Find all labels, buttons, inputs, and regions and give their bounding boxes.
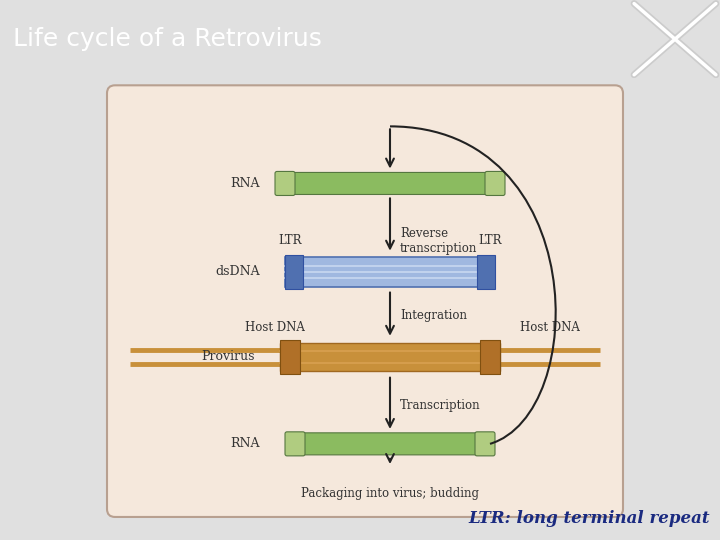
Bar (480, 340, 500, 374)
Text: Provirus: Provirus (202, 350, 255, 363)
Text: RNA: RNA (230, 177, 260, 190)
Bar (280, 340, 300, 374)
Text: Host DNA: Host DNA (245, 321, 305, 334)
Text: Host DNA: Host DNA (520, 321, 580, 334)
Bar (280, 343, 500, 371)
FancyBboxPatch shape (293, 433, 487, 455)
Text: Reverse
transcription: Reverse transcription (400, 226, 477, 254)
Text: dsDNA: dsDNA (215, 265, 260, 278)
FancyBboxPatch shape (107, 85, 623, 517)
FancyBboxPatch shape (285, 432, 305, 456)
Bar (285, 254, 303, 288)
Bar (285, 256, 495, 287)
FancyBboxPatch shape (283, 172, 497, 194)
FancyBboxPatch shape (275, 171, 295, 195)
FancyBboxPatch shape (485, 171, 505, 195)
Bar (477, 254, 495, 288)
Text: Transcription: Transcription (400, 399, 481, 412)
Text: Packaging into virus; budding: Packaging into virus; budding (301, 487, 479, 500)
FancyBboxPatch shape (475, 432, 495, 456)
Text: LTR: LTR (278, 234, 302, 247)
Text: Life cycle of a Retrovirus: Life cycle of a Retrovirus (13, 27, 322, 51)
Text: LTR: long terminal repeat: LTR: long terminal repeat (469, 510, 710, 527)
Text: Integration: Integration (400, 309, 467, 322)
Text: RNA: RNA (230, 437, 260, 450)
Text: LTR: LTR (478, 234, 502, 247)
